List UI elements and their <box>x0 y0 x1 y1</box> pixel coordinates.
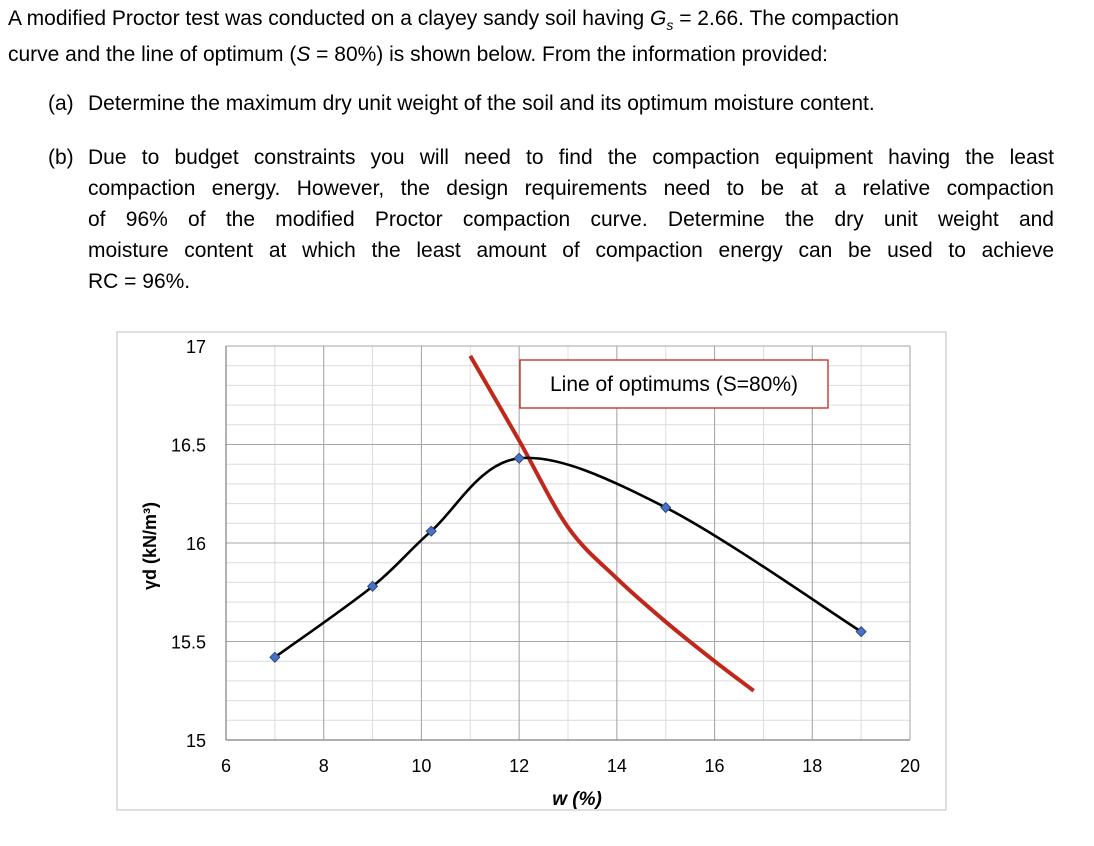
x-tick-label: 14 <box>607 756 627 776</box>
y-tick-label: 15 <box>186 731 206 751</box>
y-tick-label: 15.5 <box>171 633 206 653</box>
x-tick-label: 18 <box>802 756 822 776</box>
x-tick-label: 12 <box>509 756 529 776</box>
data-point-marker <box>855 626 867 638</box>
s-symbol: S <box>296 43 311 67</box>
part-b-line: RC = 96%. <box>88 270 191 293</box>
x-tick-label: 10 <box>411 756 431 776</box>
x-tick-label: 20 <box>900 756 920 776</box>
problem-intro: A modified Proctor test was conducted on… <box>8 4 1088 70</box>
data-point-marker <box>513 452 525 464</box>
gs-symbol: G <box>650 7 667 30</box>
line-of-optimums-label: Line of optimums (S=80%) <box>519 359 829 409</box>
part-a-label: (a) <box>48 92 74 115</box>
y-tick-label: 16.5 <box>171 436 206 456</box>
x-tick-label: 8 <box>319 756 329 776</box>
x-axis-label: w (%) <box>552 789 602 810</box>
data-point-marker <box>367 580 379 592</box>
y-tick-label: 17 <box>186 337 206 357</box>
part-a: (a) Determine the maximum dry unit weight… <box>48 88 1058 119</box>
part-b-text: Due to budget constraints you will need … <box>88 142 1054 297</box>
tick-labels: 6 8 10 12 14 16 18 20 15 15.5 16 16.5 17 <box>171 337 920 776</box>
part-b-line: Due to budget constraints you will need … <box>88 146 1054 169</box>
y-axis-label: γd (kN/m³) <box>140 502 160 590</box>
part-a-text: Determine the maximum dry unit weight of… <box>88 92 875 115</box>
chart-frame <box>116 331 947 811</box>
part-b-line: moisture content at which the least amou… <box>88 239 1054 262</box>
y-tick-label: 16 <box>186 534 206 554</box>
part-b-line: of 96% of the modified Proctor compactio… <box>88 208 1054 231</box>
part-b-line: compaction energy. However, the design r… <box>88 177 1054 200</box>
data-point-marker <box>425 525 437 537</box>
intro-line-2: curve and the line of optimum (S = 80%) … <box>8 43 828 67</box>
annotation-text: Line of optimums (S=80%) <box>550 373 798 396</box>
data-point-marker <box>269 651 281 663</box>
intro-line-1: A modified Proctor test was conducted on… <box>8 7 899 34</box>
line-of-optimums-series <box>468 354 755 693</box>
x-tick-label: 16 <box>705 756 725 776</box>
series-layer <box>269 354 867 693</box>
part-b-label: (b) <box>48 146 74 169</box>
axes <box>225 346 910 741</box>
data-point-marker <box>660 501 672 514</box>
x-tick-label: 6 <box>221 756 231 776</box>
gs-subscript: s <box>666 17 674 34</box>
